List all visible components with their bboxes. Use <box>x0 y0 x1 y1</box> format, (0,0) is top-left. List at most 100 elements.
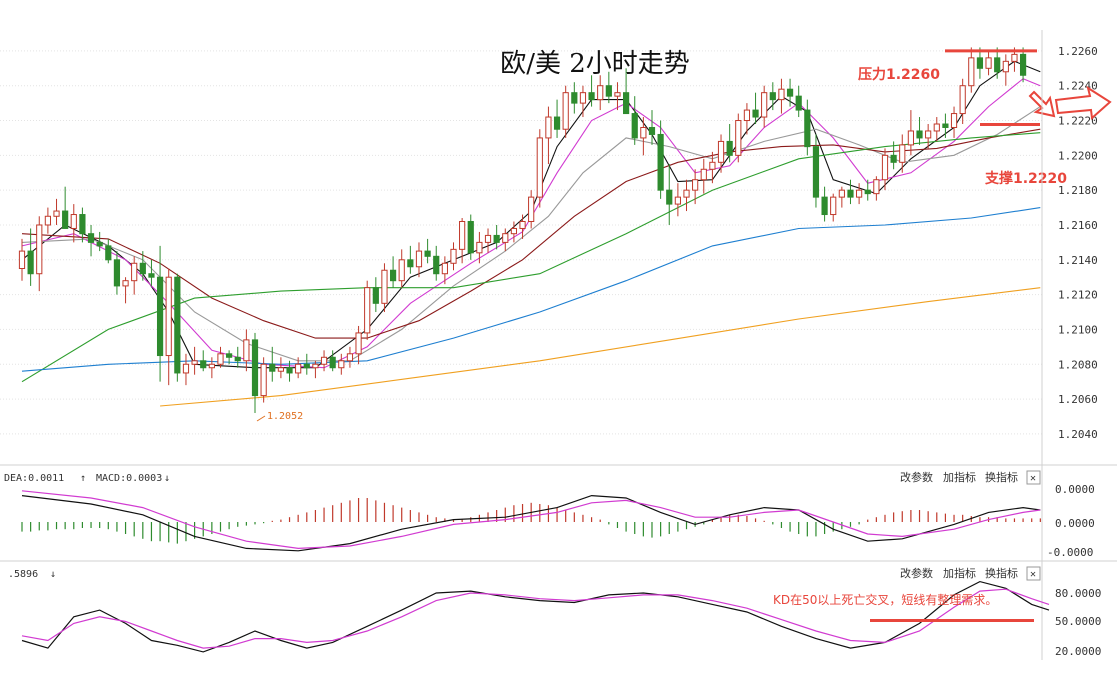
candle-body <box>502 233 509 243</box>
candle-body <box>579 92 587 104</box>
candle-body <box>916 130 923 139</box>
candle-body <box>303 363 310 369</box>
candle-body <box>536 137 543 198</box>
candle-body <box>838 189 845 198</box>
macd-tick-1: 0.0000 <box>1055 517 1095 530</box>
right-arrow-icon <box>1054 85 1112 121</box>
kd-annotation: KD在50以上死亡交叉，短线有整理需求。 <box>773 592 997 607</box>
candle-body <box>79 214 86 235</box>
candle-body <box>459 220 466 250</box>
ma60-line <box>21 132 1041 383</box>
candle-body <box>424 250 431 257</box>
candle-body <box>484 234 492 243</box>
candle-body <box>717 140 725 163</box>
kd-tick-2: 20.0000 <box>1055 645 1101 658</box>
candle-body <box>286 367 293 374</box>
kd-params-button[interactable]: 改参数 <box>900 566 933 580</box>
candle-body <box>864 189 871 195</box>
candle-body <box>372 287 379 304</box>
candle-body <box>407 259 414 268</box>
price-tick: 1.2040 <box>1058 428 1098 441</box>
macd-dif-line <box>21 494 1041 552</box>
price-tick: 1.2060 <box>1058 393 1098 406</box>
macd-tick-2: -0.0000 <box>1047 546 1093 559</box>
price-tick: 1.2260 <box>1058 45 1098 58</box>
candle-body <box>631 113 638 139</box>
candle-body <box>208 363 215 369</box>
macd-switch-indicator-button[interactable]: 换指标 <box>985 470 1018 484</box>
candle-body <box>942 123 949 128</box>
price-tick: 1.2200 <box>1058 149 1098 162</box>
macd-params-button[interactable]: 改参数 <box>900 470 933 484</box>
candle-body <box>683 189 690 198</box>
kd-panel: .5896 ↓ KD在50以上死亡交叉，短线有整理需求。 80.0000 50.… <box>8 566 1101 658</box>
candle-body <box>18 250 26 270</box>
candle-body <box>433 255 440 275</box>
up-arrow-icon: ↑ <box>80 473 86 484</box>
candle-body <box>545 116 552 139</box>
ma250-line <box>160 287 1041 407</box>
candle-body <box>346 353 354 362</box>
candle-body <box>217 353 224 365</box>
candle-body <box>847 189 854 198</box>
price-tick: 1.2220 <box>1058 115 1098 128</box>
candle-body <box>985 57 992 69</box>
price-tick: 1.2080 <box>1058 358 1098 371</box>
price-tick: 1.2100 <box>1058 323 1098 336</box>
candle-body <box>62 210 69 229</box>
candle-body <box>804 109 811 148</box>
close-icon: ✕ <box>1030 473 1036 484</box>
candle-body <box>1011 53 1018 62</box>
candle-body <box>812 146 820 198</box>
chart-title: 欧/美 2小时走势 <box>500 49 690 79</box>
macd-add-indicator-button[interactable]: 加指标 <box>943 470 976 484</box>
candle-body <box>994 57 1001 73</box>
candle-body <box>269 363 276 372</box>
candle-body <box>415 250 423 268</box>
macd-close-button[interactable] <box>1026 470 1041 485</box>
candle-body <box>467 220 474 254</box>
candle-body <box>890 154 897 163</box>
candle-body <box>53 210 60 217</box>
close-icon: ✕ <box>1030 569 1036 580</box>
candle-body <box>312 363 319 369</box>
candle-body <box>87 233 95 243</box>
low-label: 1.2052 <box>267 411 303 422</box>
candle-body <box>821 196 828 216</box>
ma20-line <box>21 106 1041 362</box>
candle-body <box>226 353 233 358</box>
candles <box>18 47 1027 413</box>
kd-add-indicator-button[interactable]: 加指标 <box>943 566 976 580</box>
kd-d-line <box>21 588 1050 649</box>
candle-body <box>165 276 172 357</box>
price-tick: 1.2180 <box>1058 184 1098 197</box>
ma30-line <box>21 128 1041 339</box>
price-tick: 1.2160 <box>1058 219 1098 232</box>
kd-tick-0: 80.0000 <box>1055 587 1101 600</box>
candle-body <box>398 259 405 282</box>
candle-body <box>623 92 630 115</box>
candle-body <box>148 273 155 278</box>
candle-body <box>389 269 397 282</box>
candle-body <box>752 109 759 118</box>
macd-dea-label: DEA:0.0011 <box>4 473 64 484</box>
candle-body <box>243 339 250 362</box>
macd-dea-line <box>21 490 1041 550</box>
candle-body <box>528 196 535 222</box>
candle-body <box>571 92 578 104</box>
candle-body <box>795 95 802 111</box>
candle-body <box>881 154 889 181</box>
candle-body <box>36 224 43 275</box>
candle-body <box>476 241 483 254</box>
grid <box>0 50 1042 435</box>
candle-body <box>692 179 699 191</box>
kd-switch-indicator-button[interactable]: 换指标 <box>985 566 1018 580</box>
candle-body <box>381 269 388 304</box>
kd-close-button[interactable] <box>1026 566 1041 581</box>
candle-body <box>976 57 984 69</box>
candle-body <box>830 196 837 216</box>
macd-histogram <box>21 498 1041 544</box>
candle-body <box>113 259 121 287</box>
candle-body <box>139 262 146 275</box>
